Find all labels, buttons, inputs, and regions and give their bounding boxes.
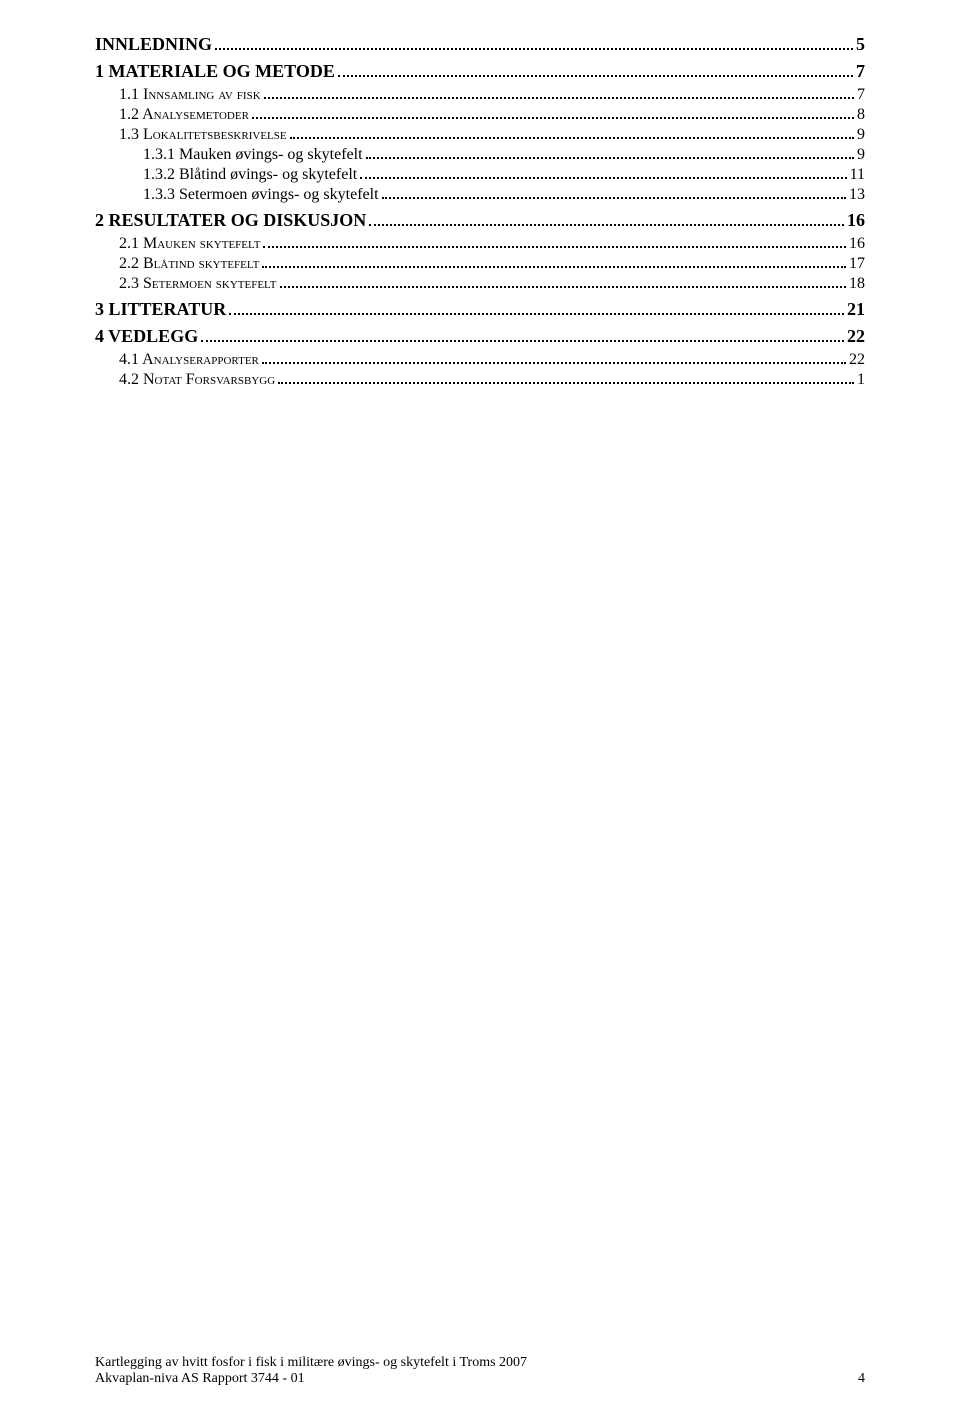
toc-leader-dots — [369, 212, 844, 226]
toc-entry-page: 1 — [857, 371, 865, 389]
toc-entry-page: 16 — [847, 210, 865, 231]
footer-report-id: Akvaplan-niva AS Rapport 3744 - 01 — [95, 1371, 305, 1387]
toc-entry-label: 2.1 Mauken skytefelt — [119, 235, 260, 253]
toc-entry-page: 22 — [847, 326, 865, 347]
toc-entry-label: 1.3.2 Blåtind øvings- og skytefelt — [143, 166, 357, 184]
footer-report-line: Akvaplan-niva AS Rapport 3744 - 01 4 — [95, 1371, 865, 1387]
toc-entry-label: 1.2 Analysemetoder — [119, 106, 249, 124]
toc-leader-dots — [262, 255, 846, 268]
toc-entry-page: 9 — [857, 126, 865, 144]
toc-entry: 4 VEDLEGG 22 — [95, 326, 865, 347]
toc-entry-page: 11 — [850, 166, 865, 184]
toc-entry-label: 1.1 Innsamling av fisk — [119, 86, 261, 104]
toc-leader-dots — [201, 328, 844, 342]
toc-entry: 1.3 Lokalitetsbeskrivelse 9 — [95, 126, 865, 144]
toc-entry-page: 16 — [849, 235, 865, 253]
toc-entry-label: 1.3.1 Mauken øvings- og skytefelt — [143, 146, 363, 164]
toc-entry-label: 4 VEDLEGG — [95, 326, 198, 347]
toc-entry: 4.2 Notat Forsvarsbygg 1 — [95, 371, 865, 389]
toc-entry-label: 4.1 Analyserapporter — [119, 351, 259, 369]
toc-entry-label: 1.3 Lokalitetsbeskrivelse — [119, 126, 287, 144]
toc-entry-page: 7 — [856, 61, 865, 82]
toc-entry-label: 1 MATERIALE OG METODE — [95, 61, 335, 82]
toc-entry: 1.1 Innsamling av fisk 7 — [95, 86, 865, 104]
toc-entry: 2.1 Mauken skytefelt 16 — [95, 235, 865, 253]
toc-leader-dots — [264, 86, 854, 99]
toc-entry-label: 1.3.3 Setermoen øvings- og skytefelt — [143, 186, 379, 204]
toc-entry: 1.3.3 Setermoen øvings- og skytefelt 13 — [95, 186, 865, 204]
footer-title: Kartlegging av hvitt fosfor i fisk i mil… — [95, 1355, 865, 1371]
toc-entry-page: 17 — [849, 255, 865, 273]
toc-leader-dots — [382, 186, 846, 199]
footer-page-number: 4 — [858, 1371, 865, 1387]
toc-entry-label: 2 RESULTATER OG DISKUSJON — [95, 210, 366, 231]
toc-entry: INNLEDNING 5 — [95, 34, 865, 55]
toc-entry: 2.2 Blåtind skytefelt 17 — [95, 255, 865, 273]
page-content: INNLEDNING51 MATERIALE OG METODE71.1 Inn… — [0, 0, 960, 389]
toc-leader-dots — [338, 63, 853, 77]
toc-entry-page: 7 — [857, 86, 865, 104]
toc-entry-page: 21 — [847, 299, 865, 320]
toc-leader-dots — [366, 146, 854, 159]
toc-entry: 1.3.1 Mauken øvings- og skytefelt 9 — [95, 146, 865, 164]
toc-entry: 1.3.2 Blåtind øvings- og skytefelt 11 — [95, 166, 865, 184]
toc-leader-dots — [252, 106, 854, 119]
toc-leader-dots — [263, 235, 846, 248]
table-of-contents: INNLEDNING51 MATERIALE OG METODE71.1 Inn… — [95, 34, 865, 389]
page-footer: Kartlegging av hvitt fosfor i fisk i mil… — [95, 1355, 865, 1387]
toc-entry-label: INNLEDNING — [95, 34, 212, 55]
toc-entry-page: 5 — [856, 34, 865, 55]
toc-entry: 4.1 Analyserapporter 22 — [95, 351, 865, 369]
toc-entry: 2.3 Setermoen skytefelt 18 — [95, 275, 865, 293]
toc-leader-dots — [229, 301, 844, 315]
toc-entry-label: 3 LITTERATUR — [95, 299, 226, 320]
toc-leader-dots — [278, 371, 854, 384]
toc-entry-label: 2.3 Setermoen skytefelt — [119, 275, 277, 293]
toc-leader-dots — [262, 351, 846, 364]
toc-entry: 1 MATERIALE OG METODE 7 — [95, 61, 865, 82]
toc-entry-page: 9 — [857, 146, 865, 164]
toc-leader-dots — [280, 275, 847, 288]
toc-entry-label: 4.2 Notat Forsvarsbygg — [119, 371, 275, 389]
toc-entry-label: 2.2 Blåtind skytefelt — [119, 255, 259, 273]
toc-leader-dots — [290, 126, 854, 139]
toc-entry: 3 LITTERATUR 21 — [95, 299, 865, 320]
toc-entry-page: 18 — [849, 275, 865, 293]
toc-entry-page: 22 — [849, 351, 865, 369]
toc-leader-dots — [360, 166, 846, 179]
toc-entry: 1.2 Analysemetoder 8 — [95, 106, 865, 124]
toc-leader-dots — [215, 36, 853, 50]
toc-entry-page: 8 — [857, 106, 865, 124]
toc-entry: 2 RESULTATER OG DISKUSJON 16 — [95, 210, 865, 231]
toc-entry-page: 13 — [849, 186, 865, 204]
